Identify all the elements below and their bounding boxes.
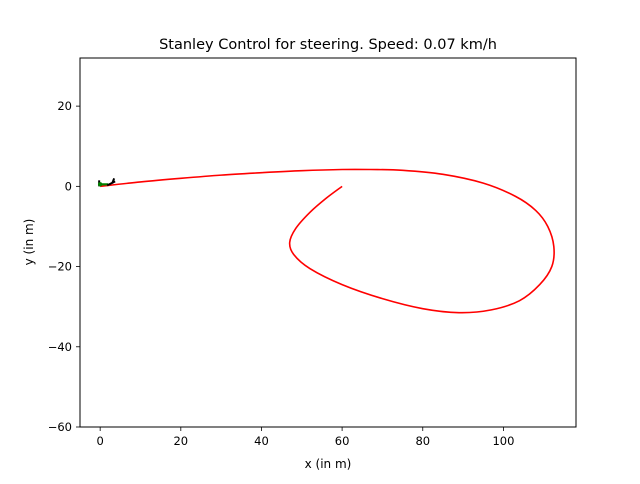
y-axis-label: y (in m) [22,219,36,266]
vehicle-front-wheel [111,177,116,184]
y-tick-label: 20 [57,99,72,113]
vehicle-glyph [97,177,116,187]
y-tick-label: −20 [48,260,72,274]
axes-frame [79,57,577,428]
y-axis: −60 −40 −20 0 20 [48,99,80,434]
y-tick-label: −60 [48,420,72,434]
y-tick-label: −40 [48,340,72,354]
path-series-line [100,168,555,314]
chart-title: Stanley Control for steering. Speed: 0.0… [159,37,497,53]
x-tick-label: 0 [96,434,103,448]
x-tick-label: 40 [254,434,269,448]
x-tick-label: 80 [415,434,430,448]
x-tick-label: 60 [335,434,350,448]
vehicle-position-point [97,182,103,187]
x-axis: 0 20 40 60 80 100 [96,427,514,448]
y-tick-label: 0 [65,179,72,193]
x-tick-label: 20 [173,434,188,448]
vehicle-front-body [106,180,116,187]
x-axis-label: x (in m) [305,457,352,471]
plot-area [97,168,555,314]
x-tick-label: 100 [492,434,514,448]
